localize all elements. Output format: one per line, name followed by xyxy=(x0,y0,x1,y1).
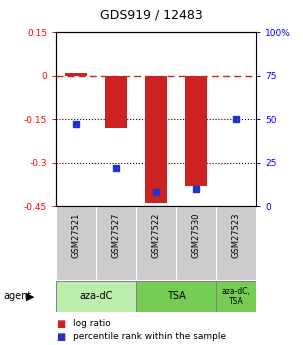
Text: percentile rank within the sample: percentile rank within the sample xyxy=(73,332,226,341)
Text: ■: ■ xyxy=(56,332,65,342)
Bar xyxy=(56,206,96,280)
Text: GDS919 / 12483: GDS919 / 12483 xyxy=(100,9,203,22)
Bar xyxy=(96,206,136,280)
Bar xyxy=(105,76,127,128)
Text: GSM27523: GSM27523 xyxy=(231,212,241,258)
Bar xyxy=(65,73,87,76)
Text: ▶: ▶ xyxy=(26,292,35,301)
Bar xyxy=(56,281,136,312)
Text: aza-dC,
TSA: aza-dC, TSA xyxy=(221,287,251,306)
Bar xyxy=(216,281,256,312)
Text: GSM27527: GSM27527 xyxy=(112,212,121,258)
Text: TSA: TSA xyxy=(167,292,185,301)
Bar xyxy=(136,281,216,312)
Bar xyxy=(136,206,176,280)
Bar xyxy=(185,76,207,186)
Text: aza-dC: aza-dC xyxy=(79,292,113,301)
Bar xyxy=(145,76,167,204)
Text: log ratio: log ratio xyxy=(73,319,111,328)
Text: ■: ■ xyxy=(56,319,65,329)
Bar xyxy=(216,206,256,280)
Text: agent: agent xyxy=(3,292,31,301)
Text: GSM27521: GSM27521 xyxy=(72,212,81,258)
Text: GSM27522: GSM27522 xyxy=(152,212,161,258)
Text: GSM27530: GSM27530 xyxy=(191,212,201,258)
Bar xyxy=(176,206,216,280)
